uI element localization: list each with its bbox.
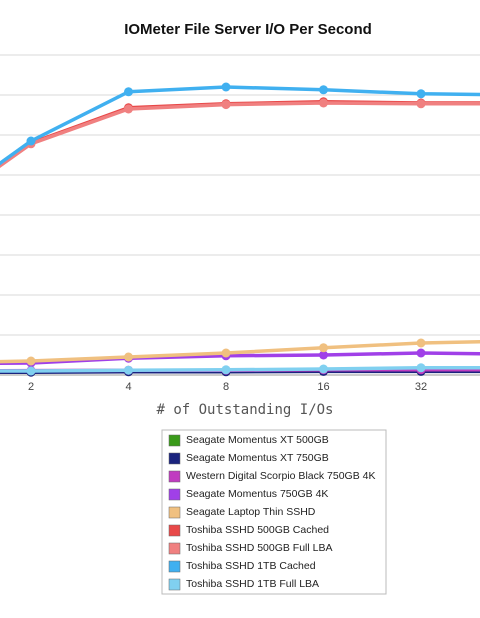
x-axis-title: # of Outstanding I/Os — [156, 402, 333, 418]
data-point — [319, 85, 328, 95]
data-point — [416, 363, 426, 373]
legend-label: Toshiba SSHD 1TB Cached — [186, 560, 316, 572]
legend-label: Toshiba SSHD 500GB Full LBA — [186, 542, 333, 554]
legend-label: Toshiba SSHD 1TB Full LBA — [186, 578, 319, 590]
x-tick-label: 4 — [125, 381, 131, 393]
x-tick-label: 16 — [317, 381, 329, 393]
data-point — [124, 87, 133, 97]
data-point — [26, 356, 36, 366]
legend-swatch — [168, 434, 181, 447]
legend-label: Seagate Momentus 750GB 4K — [186, 488, 328, 500]
legend-swatch — [168, 524, 181, 537]
legend-swatch — [168, 506, 181, 519]
legend-label: Seagate Momentus XT 750GB — [186, 452, 329, 464]
data-point — [319, 343, 328, 353]
series-line — [0, 100, 480, 168]
x-tick-label: 8 — [223, 381, 229, 393]
data-point — [416, 338, 426, 348]
legend-swatch — [168, 560, 181, 573]
data-point — [221, 348, 231, 358]
data-point — [124, 352, 133, 362]
legend-swatch — [168, 452, 181, 465]
legend-swatch — [168, 488, 181, 501]
data-point — [26, 136, 36, 146]
data-point — [26, 366, 36, 376]
data-point — [319, 350, 328, 360]
legend-label: Seagate Momentus XT 500GB — [186, 434, 329, 446]
x-tick-label: 2 — [28, 381, 34, 393]
data-point — [416, 99, 426, 109]
x-tick-label: 32 — [415, 381, 427, 393]
data-point — [124, 104, 133, 114]
data-point — [221, 100, 231, 110]
data-point — [221, 82, 231, 92]
data-point — [319, 364, 328, 374]
legend-swatch — [168, 542, 181, 555]
legend-swatch — [168, 470, 181, 483]
data-point — [416, 89, 426, 99]
legend-label: Toshiba SSHD 500GB Cached — [186, 524, 329, 536]
data-point — [221, 365, 231, 375]
legend-swatch — [168, 578, 181, 591]
legend-label: Seagate Laptop Thin SSHD — [186, 506, 316, 518]
data-point — [124, 365, 133, 375]
chart-title: IOMeter File Server I/O Per Second — [124, 21, 372, 38]
data-point — [416, 348, 426, 358]
legend-label: Western Digital Scorpio Black 750GB 4K — [186, 470, 375, 482]
data-point — [319, 98, 328, 108]
legend-box — [161, 429, 387, 595]
